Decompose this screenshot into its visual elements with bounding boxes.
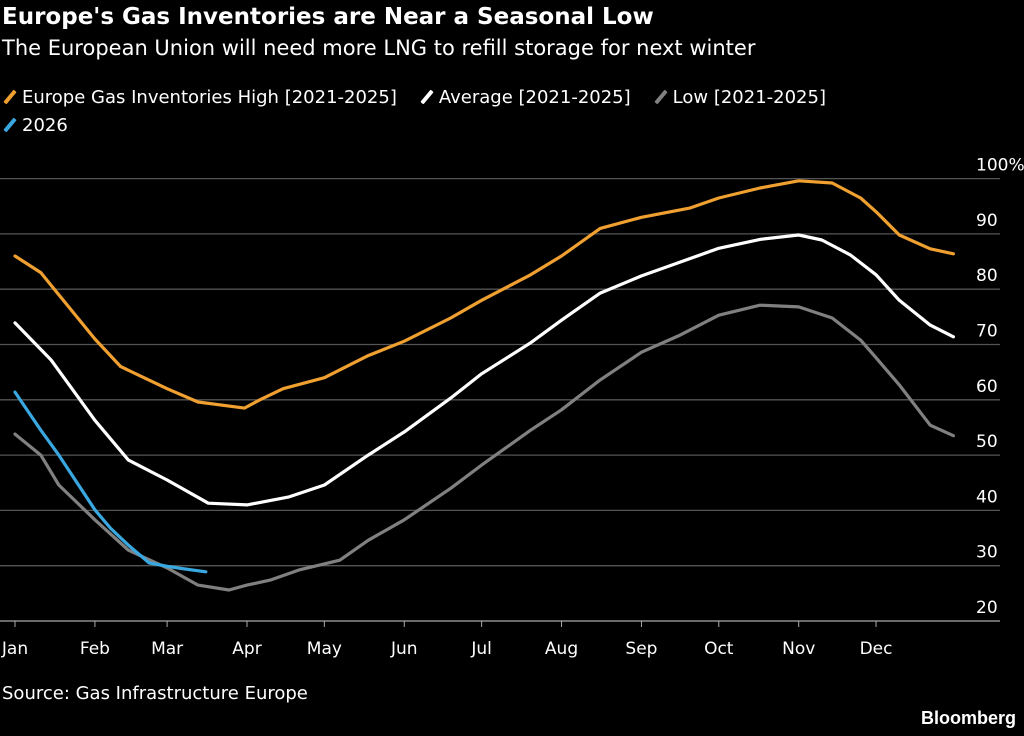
- legend-item: Average [2021-2025]: [419, 84, 631, 112]
- y-tick-label: 20: [976, 598, 998, 618]
- x-tick-label: May: [307, 639, 342, 659]
- x-tick-label: Oct: [704, 639, 734, 659]
- x-tick-label: Feb: [80, 639, 110, 659]
- legend-label: 2026: [22, 115, 68, 136]
- source-note: Source: Gas Infrastructure Europe: [2, 683, 308, 704]
- y-tick-label: 50: [976, 432, 998, 452]
- chart-subtitle: The European Union will need more LNG to…: [2, 36, 756, 60]
- legend-label: Europe Gas Inventories High [2021-2025]: [22, 87, 397, 108]
- bloomberg-logo: Bloomberg: [920, 708, 1016, 728]
- y-tick-label: 80: [976, 266, 998, 286]
- legend-label: Average [2021-2025]: [438, 87, 631, 108]
- series-line-1: [13, 179, 956, 410]
- legend-item: Low [2021-2025]: [653, 84, 826, 112]
- y-tick-label: 60: [976, 377, 998, 397]
- series-line-4: [13, 390, 208, 574]
- x-tick-label: Jul: [470, 639, 492, 659]
- series-line-3: [13, 303, 956, 592]
- chart-title: Europe's Gas Inventories are Near a Seas…: [2, 4, 654, 30]
- y-tick-label: 40: [976, 487, 998, 507]
- y-tick-label: 90: [976, 211, 998, 231]
- x-tick-label: Aug: [545, 639, 578, 659]
- legend-item: Europe Gas Inventories High [2021-2025]: [2, 84, 397, 112]
- legend: Europe Gas Inventories High [2021-2025] A…: [2, 84, 1002, 140]
- legend-label: Low [2021-2025]: [672, 87, 826, 108]
- y-tick-label: 30: [976, 543, 998, 563]
- x-tick-label: Dec: [860, 639, 893, 659]
- x-tick-label: Mar: [151, 639, 183, 659]
- legend-item: 2026: [2, 112, 68, 140]
- x-tick-label: Jan: [1, 639, 28, 659]
- y-tick-label: 70: [976, 322, 998, 342]
- x-tick-label: Jun: [390, 639, 418, 659]
- series-line-2: [13, 233, 956, 507]
- x-tick-label: Nov: [782, 639, 815, 659]
- x-tick-label: Sep: [625, 639, 657, 659]
- y-tick-label: 100%: [976, 156, 1024, 176]
- x-tick-label: Apr: [232, 639, 261, 659]
